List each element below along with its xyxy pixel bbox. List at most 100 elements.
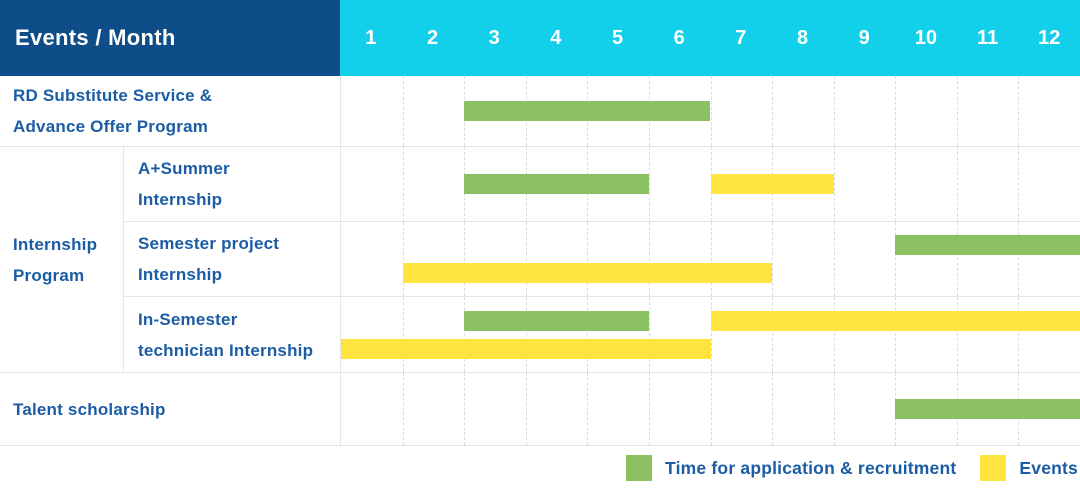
month-gridline — [402, 76, 404, 146]
month-header-4: 4 — [550, 26, 562, 49]
month-gridline — [1018, 222, 1020, 296]
group-label-line: Internship — [13, 234, 98, 254]
table-header-row: Events / Month 1 2 3 4 5 6 7 8 9 10 11 12 — [0, 0, 1080, 76]
month-header-2: 2 — [426, 26, 439, 49]
event-bar — [341, 339, 711, 359]
group-label-line: Program — [13, 265, 85, 285]
month-header-5: 5 — [611, 26, 624, 49]
month-gridline — [1018, 147, 1020, 221]
month-gridline — [956, 76, 958, 146]
month-gridline — [1018, 297, 1020, 372]
month-gridline — [648, 147, 650, 221]
month-header-9: 9 — [858, 26, 870, 49]
event-bar — [402, 263, 773, 283]
month-gridline — [895, 147, 897, 221]
month-gridline — [587, 222, 589, 296]
row-label-line: Internship — [138, 190, 223, 209]
application-bar — [464, 311, 649, 331]
events-month-header-cell: Events / Month — [0, 0, 340, 76]
month-gridline — [587, 373, 589, 445]
month-gridline — [956, 222, 958, 296]
month-header-strip: 1 2 3 4 5 6 7 8 9 10 11 12 — [340, 0, 1080, 76]
legend-item-events: Events — [980, 455, 1078, 481]
month-gridline — [402, 297, 404, 372]
legend-label-events: Events — [1019, 457, 1078, 478]
row-label-line: Advance Offer Program — [13, 117, 209, 136]
application-bar — [895, 399, 1080, 419]
row-label-line: Internship — [138, 265, 223, 284]
month-gridline — [772, 76, 774, 146]
month-gridline — [833, 373, 835, 445]
month-header-1: 1 — [365, 26, 377, 49]
month-gridline — [833, 297, 835, 372]
event-bar — [710, 311, 1080, 331]
legend-swatch-green — [626, 455, 653, 481]
month-header-10: 10 — [914, 26, 937, 49]
table-row: Talent scholarship — [0, 372, 1080, 445]
row-label-line: Talent scholarship — [13, 399, 166, 419]
row-label-line: technician Internship — [138, 340, 314, 360]
group-rows: A+Summer Internship Semester project Intern… — [124, 147, 1080, 372]
legend-item-application: Time for application & recruitment — [626, 455, 956, 481]
legend: Time for application & recruitment Event… — [626, 452, 1078, 484]
month-header-11: 11 — [976, 26, 999, 49]
legend-swatch-yellow — [980, 455, 1007, 481]
row-label: Talent scholarship — [0, 373, 340, 445]
row-label-line: Semester project — [138, 234, 280, 253]
event-bar — [710, 174, 834, 194]
row-chart-area — [340, 373, 1080, 445]
row-label-line: In-Semester — [138, 309, 238, 329]
month-gridline — [587, 297, 589, 372]
application-bar — [464, 101, 711, 121]
month-gridline — [525, 297, 527, 372]
row-label-line: A+Summer — [138, 159, 230, 178]
month-gridline — [956, 297, 958, 372]
month-header-8: 8 — [796, 26, 809, 49]
table-body: RD Substitute Service & Advance Offer Pro… — [0, 76, 1080, 446]
month-gridline — [833, 147, 835, 221]
row-label: RD Substitute Service & Advance Offer Pro… — [0, 76, 340, 146]
month-header-6: 6 — [673, 26, 685, 49]
row-chart-area — [340, 297, 1080, 372]
month-gridline — [464, 373, 466, 445]
month-gridline — [833, 222, 835, 296]
month-gridline — [402, 222, 404, 296]
table-row: A+Summer Internship — [124, 147, 1080, 221]
row-label-line: RD Substitute Service & — [13, 86, 213, 105]
month-gridline — [895, 222, 897, 296]
month-gridline — [710, 297, 712, 372]
row-label: In-Semester technician Internship — [124, 297, 340, 372]
month-gridline — [648, 297, 650, 372]
month-gridline — [402, 373, 404, 445]
application-bar — [464, 174, 649, 194]
month-gridline — [525, 373, 527, 445]
month-header-12: 12 — [1038, 26, 1061, 49]
legend-label-application: Time for application & recruitment — [665, 457, 957, 478]
month-gridline — [710, 373, 712, 445]
month-gridline — [710, 222, 712, 296]
table-row: RD Substitute Service & Advance Offer Pro… — [0, 76, 1080, 146]
row-chart-area — [340, 222, 1080, 296]
table-row: Semester project Internship — [124, 221, 1080, 296]
row-label: A+Summer Internship — [124, 147, 340, 221]
month-gridline — [648, 373, 650, 445]
month-gridline — [956, 147, 958, 221]
month-gridline — [525, 222, 527, 296]
month-header-3: 3 — [488, 26, 500, 49]
month-gridline — [895, 76, 897, 146]
month-gridline — [648, 222, 650, 296]
row-label: Semester project Internship — [124, 222, 340, 296]
month-gridline — [895, 297, 897, 372]
application-bar — [895, 235, 1080, 255]
month-gridline — [464, 222, 466, 296]
row-chart-area — [340, 76, 1080, 146]
month-gridline — [1018, 76, 1020, 146]
month-gridline — [833, 76, 835, 146]
month-gridline — [772, 222, 774, 296]
month-header-7: 7 — [735, 26, 747, 49]
group-label: Internship Program — [0, 147, 124, 372]
month-gridline — [710, 76, 712, 146]
month-gridline — [402, 147, 404, 221]
row-chart-area — [340, 147, 1080, 221]
